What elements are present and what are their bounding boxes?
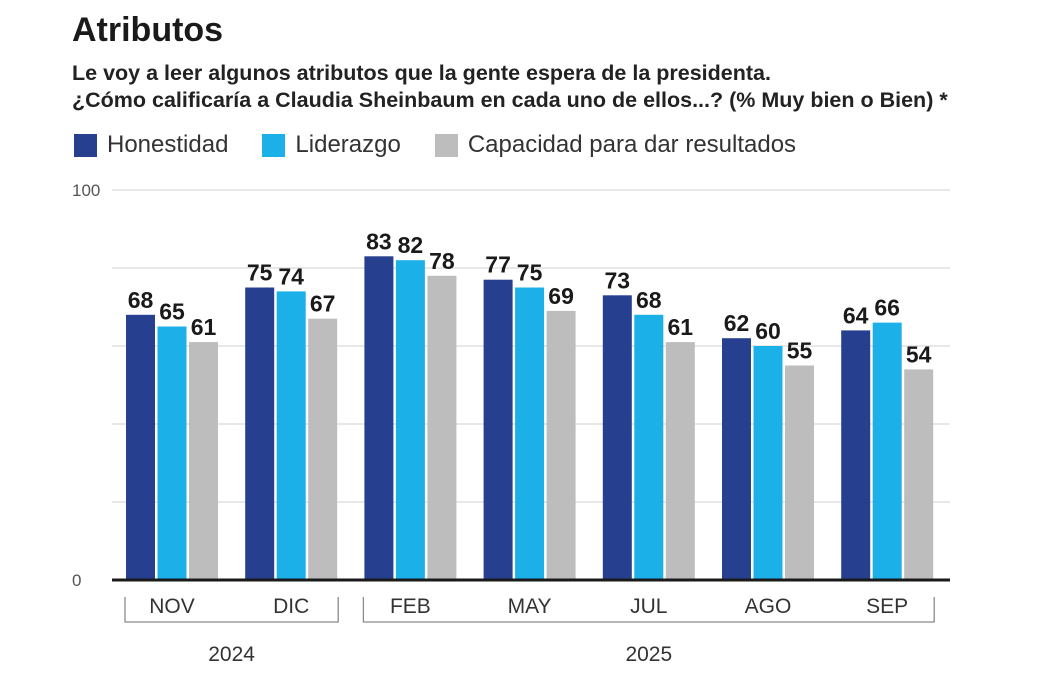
data-label-honestidad-jul: 73 [605, 267, 631, 293]
data-label-capacidad-para-dar-resultados-nov: 61 [191, 314, 217, 340]
y-tick-label-100: 100 [72, 181, 100, 200]
bar-liderazgo-jul [634, 314, 664, 580]
bar-capacidad-para-dar-resultados-jul [665, 342, 695, 580]
x-tick-label-dic: DIC [273, 595, 309, 618]
bar-liderazgo-sep [872, 322, 902, 580]
data-label-capacidad-para-dar-resultados-dic: 67 [310, 291, 336, 317]
data-label-honestidad-may: 77 [485, 252, 511, 278]
bar-capacidad-para-dar-resultados-dic [308, 318, 338, 580]
bar-honestidad-nov [126, 314, 155, 580]
legend-label-capacidad: Capacidad para dar resultados [467, 131, 797, 158]
x-tick-label-nov: NOV [149, 595, 195, 618]
data-label-liderazgo-may: 75 [517, 260, 543, 286]
x-tick-label-ago: AGO [745, 595, 792, 618]
legend-item-honestidad: Honestidad [74, 133, 228, 157]
year-label-2025: 2025 [625, 643, 672, 666]
bar-honestidad-ago [722, 338, 751, 580]
chart-subtitle-line-1: Le voy a leer algunos atributos que la g… [72, 61, 771, 85]
bar-capacidad-para-dar-resultados-may [546, 310, 576, 580]
bar-honestidad-may [483, 279, 513, 580]
bar-honestidad-dic [245, 287, 275, 580]
bar-honestidad-feb [364, 256, 394, 580]
year-bracket-2025 [362, 597, 935, 623]
legend-item-capacidad: Capacidad para dar resultados [434, 131, 797, 158]
chart-legend: Honestidad Liderazgo Capacidad para dar … [74, 133, 796, 157]
data-label-liderazgo-jul: 68 [636, 287, 662, 313]
data-label-honestidad-feb: 83 [366, 228, 392, 254]
x-axis: NOV DIC FEB MAY JUL AGO SEP 2024 2025 [112, 578, 950, 666]
chart-subtitle-line-2: ¿Cómo calificaría a Claudia Sheinbaum en… [72, 88, 948, 112]
legend-swatch-capacidad [434, 133, 458, 157]
legend-label-liderazgo: Liderazgo [295, 131, 401, 158]
data-label-liderazgo-sep: 66 [874, 295, 900, 321]
data-labels: 68 75 83 77 73 62 64 65 74 82 75 68 60 66 61 67 78 69 61 55… [128, 228, 932, 367]
year-label-2024: 2024 [208, 643, 255, 666]
bar-liderazgo-dic [276, 291, 306, 580]
y-tick-label-0: 0 [72, 571, 81, 590]
bar-capacidad-para-dar-resultados-nov [189, 342, 218, 580]
legend-item-liderazgo: Liderazgo [262, 131, 401, 158]
x-tick-label-may: MAY [508, 595, 552, 618]
bar-capacidad-para-dar-resultados-sep [904, 369, 934, 580]
bar-liderazgo-feb [395, 260, 425, 580]
data-label-capacidad-para-dar-resultados-sep: 54 [906, 341, 932, 367]
bar-liderazgo-nov [157, 326, 187, 580]
x-tick-label-feb: FEB [390, 595, 431, 618]
bar-liderazgo-may [515, 287, 545, 580]
data-label-capacidad-para-dar-resultados-feb: 78 [429, 248, 455, 274]
legend-swatch-liderazgo [262, 133, 286, 157]
data-label-capacidad-para-dar-resultados-ago: 55 [787, 338, 813, 364]
bar-honestidad-jul [602, 295, 632, 580]
data-label-liderazgo-ago: 60 [755, 318, 781, 344]
data-label-honestidad-ago: 62 [724, 310, 750, 336]
legend-label-honestidad: Honestidad [107, 131, 229, 158]
data-label-liderazgo-dic: 74 [278, 263, 304, 289]
bar-liderazgo-ago [753, 346, 783, 580]
bar-capacidad-para-dar-resultados-ago [785, 365, 814, 580]
data-label-honestidad-dic: 75 [247, 260, 273, 286]
chart-title: Atributos [72, 11, 224, 49]
data-label-liderazgo-nov: 65 [159, 299, 185, 325]
data-label-liderazgo-feb: 82 [398, 232, 424, 258]
bar-honestidad-sep [841, 330, 871, 580]
chart-subtitle: Le voy a leer algunos atributos que la g… [72, 60, 948, 114]
data-label-capacidad-para-dar-resultados-jul: 61 [668, 314, 694, 340]
x-tick-label-sep: SEP [866, 595, 908, 618]
y-axis-ticks: 0 100 [72, 181, 100, 590]
data-label-capacidad-para-dar-resultados-may: 69 [548, 283, 574, 309]
data-label-honestidad-sep: 64 [843, 302, 869, 328]
x-tick-label-jul: JUL [630, 595, 667, 618]
legend-swatch-honestidad [74, 133, 97, 157]
data-label-honestidad-nov: 68 [128, 287, 154, 313]
bars [126, 256, 934, 580]
bar-capacidad-para-dar-resultados-feb [427, 275, 457, 580]
year-bracket-2024 [124, 597, 339, 623]
